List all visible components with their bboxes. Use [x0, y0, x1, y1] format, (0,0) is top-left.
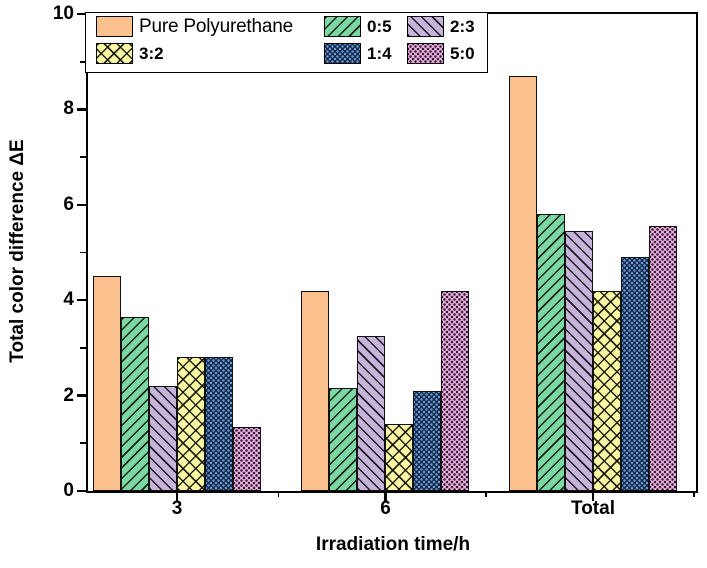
y-tick-label: 4: [63, 289, 74, 311]
bar-3-2-total: [592, 290, 621, 491]
plot-area: [85, 11, 698, 493]
y-tick: [80, 442, 86, 445]
y-tick: [77, 298, 86, 302]
legend-item-pure-polyurethane: Pure Polyurethane: [96, 16, 324, 38]
x-minor-tick: [485, 491, 487, 497]
x-tick-label: 6: [380, 498, 391, 519]
legend-swatch-pure-polyurethane: [96, 16, 133, 37]
bar-3-2-6: [385, 423, 413, 491]
x-axis-title: Irradiation time/h: [315, 534, 471, 555]
bar-0-5-6: [329, 387, 357, 491]
y-tick-label: 2: [63, 384, 74, 406]
legend-item-3-2: 3:2: [96, 43, 324, 64]
legend-swatch-0-5: [324, 16, 361, 37]
bar-1-4-6: [413, 390, 441, 491]
x-tick-label: Total: [571, 498, 615, 519]
legend-label-3-2: 3:2: [139, 43, 164, 63]
bar-2-3-3: [148, 385, 177, 491]
y-tick: [77, 12, 86, 16]
x-minor-tick: [693, 491, 695, 497]
bar-5-0-6: [441, 290, 469, 491]
legend: Pure Polyurethane 0:5 2:3 3:2 1:4 5:0: [85, 12, 488, 73]
bar-0-5-total: [536, 213, 565, 491]
legend-label-2-3: 2:3: [450, 16, 475, 36]
legend-label-pure-polyurethane: Pure Polyurethane: [139, 15, 293, 37]
y-tick: [77, 203, 86, 207]
bar-0-5-3: [120, 316, 149, 491]
y-tick-label: 6: [63, 193, 74, 215]
x-minor-tick: [277, 491, 280, 497]
x-tick: [384, 491, 387, 501]
x-tick: [175, 491, 179, 501]
bar-pure-polyurethane-total: [508, 75, 537, 491]
legend-swatch-2-3: [407, 16, 444, 37]
bar-3-2-3: [176, 356, 205, 491]
bar-1-4-3: [204, 356, 233, 491]
y-tick-label: 10: [52, 3, 74, 24]
bar-1-4-total: [620, 256, 649, 491]
y-tick: [77, 108, 86, 111]
legend-label-1-4: 1:4: [367, 43, 392, 63]
y-tick-label: 0: [63, 480, 74, 501]
y-tick: [77, 489, 86, 493]
y-tick: [77, 394, 86, 397]
y-tick: [80, 251, 86, 254]
bar-2-3-6: [357, 335, 385, 491]
legend-item-5-0: 5:0: [407, 43, 485, 64]
bar-pure-polyurethane-6: [301, 290, 329, 491]
legend-item-0-5: 0:5: [324, 16, 407, 37]
legend-item-2-3: 2:3: [407, 16, 485, 37]
y-tick: [80, 347, 86, 349]
bar-2-3-total: [564, 230, 593, 491]
legend-swatch-3-2: [96, 43, 133, 64]
y-tick-label: 8: [63, 98, 74, 120]
y-axis-title: Total color difference ΔE: [7, 139, 28, 363]
y-tick: [80, 60, 86, 63]
x-tick: [591, 491, 595, 501]
legend-swatch-5-0: [407, 43, 444, 64]
legend-row: 3:2 1:4 5:0: [86, 40, 487, 67]
bar-5-0-total: [648, 225, 677, 491]
bar-pure-polyurethane-3: [92, 275, 121, 491]
legend-label-0-5: 0:5: [367, 16, 392, 36]
y-tick: [80, 156, 86, 158]
legend-row: Pure Polyurethane 0:5 2:3: [86, 13, 487, 40]
legend-swatch-1-4: [324, 43, 361, 64]
bar-5-0-3: [232, 426, 261, 491]
legend-label-5-0: 5:0: [450, 43, 475, 63]
legend-item-1-4: 1:4: [324, 43, 407, 64]
x-tick-label: 3: [171, 498, 183, 519]
